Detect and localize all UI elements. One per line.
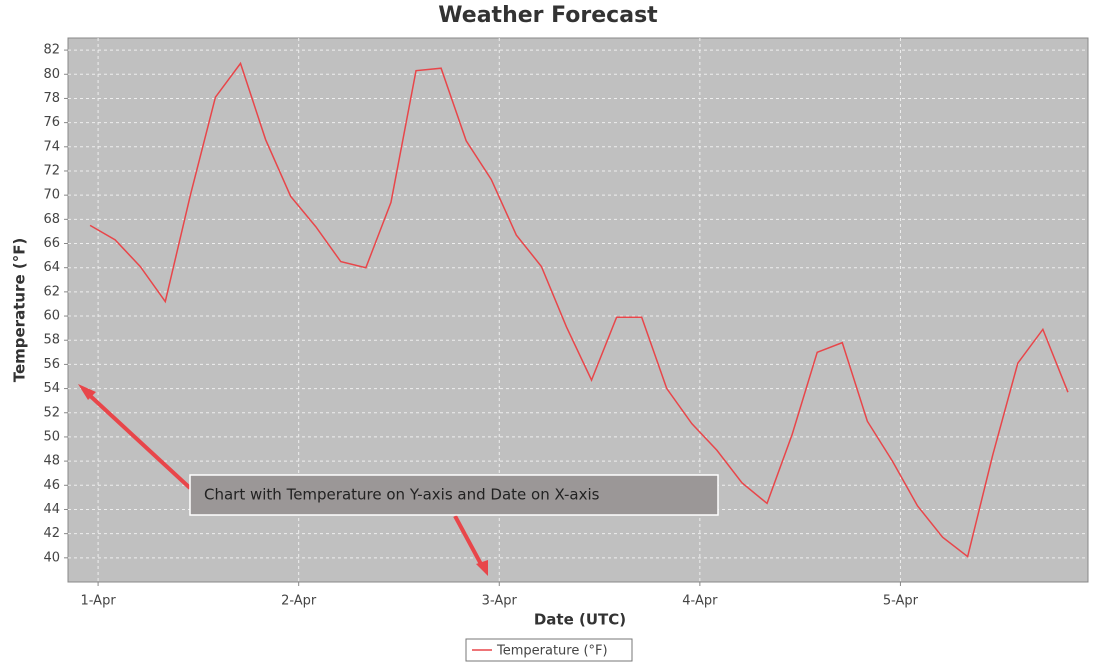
y-tick-label: 68 [43, 212, 60, 227]
y-tick-label: 56 [43, 357, 60, 372]
y-tick-label: 52 [43, 405, 60, 420]
y-tick-label: 82 [43, 43, 60, 58]
y-tick-label: 58 [43, 333, 60, 348]
y-tick-label: 70 [43, 188, 60, 203]
y-tick-label: 60 [43, 309, 60, 324]
marks [89, 61, 1069, 558]
y-tick-label: 42 [43, 526, 60, 541]
annotation: Chart with Temperature on Y-axis and Dat… [78, 384, 719, 576]
y-tick-label: 40 [43, 550, 60, 565]
y-tick-label: 78 [43, 91, 60, 106]
arrow-head [476, 560, 488, 576]
x-tick-label: 3-Apr [482, 594, 518, 609]
arrow-head [78, 384, 96, 400]
grid [68, 38, 1088, 582]
annotation-text: Chart with Temperature on Y-axis and Dat… [204, 486, 600, 504]
y-tick-label: 76 [43, 115, 60, 130]
x-tick-label: 2-Apr [281, 594, 317, 609]
y-tick-label: 50 [43, 429, 60, 444]
x-axis-label: Date (UTC) [534, 611, 626, 629]
legend-label: Temperature (°F) [496, 644, 608, 659]
x-tick-label: 5-Apr [883, 594, 919, 609]
chart-title: Weather Forecast [438, 3, 658, 28]
x-tick-label: 4-Apr [682, 594, 718, 609]
y-tick-label: 80 [43, 67, 60, 82]
y-tick-label: 48 [43, 454, 60, 469]
y-tick-label: 64 [43, 260, 60, 275]
legend: Temperature (°F) [465, 638, 633, 662]
arrow [453, 515, 484, 567]
y-axis-label: Temperature (°F) [11, 238, 29, 383]
x-tick-label: 1-Apr [81, 594, 117, 609]
y-tick-label: 62 [43, 284, 60, 299]
arrow [84, 390, 192, 490]
annotation-box [189, 474, 719, 516]
y-tick-label: 44 [43, 502, 60, 517]
data-line [89, 61, 1069, 558]
legend-box [465, 638, 633, 662]
y-tick-label: 54 [43, 381, 60, 396]
y-tick-label: 74 [43, 139, 60, 154]
y-tick-label: 72 [43, 163, 60, 178]
y-tick-label: 46 [43, 478, 60, 493]
y-tick-label: 66 [43, 236, 60, 251]
